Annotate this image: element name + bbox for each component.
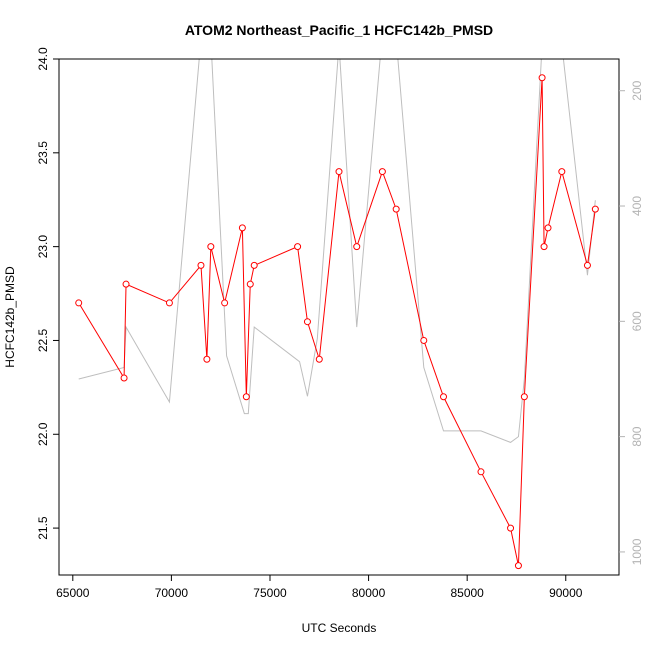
y2-tick-label: 600 [630, 311, 644, 331]
data-point [591, 205, 599, 213]
secondary-series-line [78, 59, 596, 443]
data-point [420, 336, 428, 344]
data-point [477, 468, 485, 476]
chart-title: ATOM2 Northeast_Pacific_1 HCFC142b_PMSD [185, 22, 493, 38]
data-point [197, 261, 205, 269]
x-tick-label: 85000 [450, 586, 484, 600]
x-tick-label: 75000 [253, 586, 287, 600]
data-point [335, 168, 343, 176]
data-point [246, 280, 254, 288]
y2-tick-label: 400 [630, 196, 644, 216]
data-point [520, 393, 528, 401]
data-point [203, 355, 211, 363]
data-point [378, 168, 386, 176]
data-point [120, 374, 128, 382]
data-point [221, 299, 229, 307]
data-point [122, 280, 130, 288]
x-tick-label: 70000 [155, 586, 189, 600]
data-point [207, 243, 215, 251]
data-point [294, 243, 302, 251]
y-tick-label: 24.0 [36, 47, 50, 71]
data-point [353, 243, 361, 251]
x-tick-label: 65000 [56, 586, 90, 600]
data-point [303, 318, 311, 326]
data-point [583, 261, 591, 269]
data-point [507, 524, 515, 532]
x-axis-label: UTC Seconds [302, 621, 377, 635]
y2-tick-label: 800 [630, 426, 644, 446]
y2-tick-label: 200 [630, 80, 644, 100]
data-point [165, 299, 173, 307]
data-point [514, 562, 522, 570]
y2-tick-label: 1000 [630, 538, 644, 565]
y-tick-label: 22.5 [36, 328, 50, 352]
data-point [315, 355, 323, 363]
data-point [392, 205, 400, 213]
data-point [440, 393, 448, 401]
data-point [75, 299, 83, 307]
y-axis-label: HCFC142b_PMSD [3, 266, 17, 368]
primary-series-line [78, 77, 596, 566]
data-point [558, 168, 566, 176]
data-point [238, 224, 246, 232]
data-point [242, 393, 250, 401]
data-point [250, 261, 258, 269]
y-tick-label: 21.5 [36, 516, 50, 540]
y-tick-label: 22.0 [36, 422, 50, 446]
y-tick-label: 23.5 [36, 141, 50, 165]
x-tick-label: 80000 [352, 586, 386, 600]
y-tick-label: 23.0 [36, 235, 50, 259]
x-tick-label: 90000 [549, 586, 583, 600]
data-point [540, 243, 548, 251]
data-point [538, 74, 546, 82]
data-point [544, 224, 552, 232]
plot-border [58, 58, 620, 576]
plot-area: 65000 70000 75000 80000 85000 90000 21.5 22.0 22… [36, 47, 644, 600]
